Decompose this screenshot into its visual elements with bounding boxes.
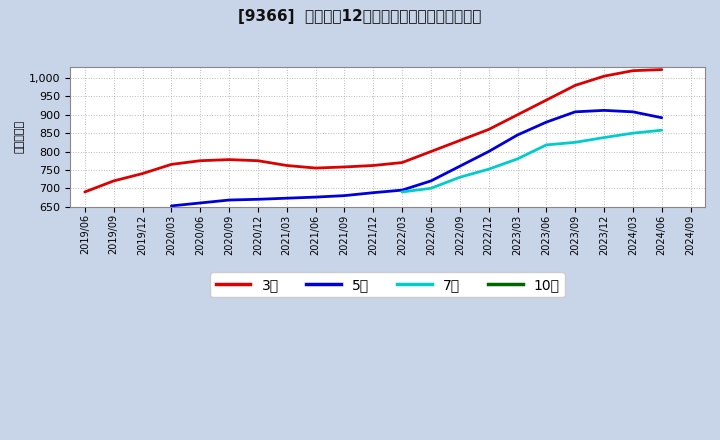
7年 xyxy=(600,135,608,140)
Legend: 3年, 5年, 7年, 10年: 3年, 5年, 7年, 10年 xyxy=(210,272,565,297)
7年 xyxy=(485,166,493,172)
5年 xyxy=(397,187,406,193)
7年 xyxy=(427,186,436,191)
3年 xyxy=(253,158,262,163)
5年 xyxy=(167,203,176,209)
3年 xyxy=(427,149,436,154)
5年 xyxy=(542,120,551,125)
5年 xyxy=(571,109,580,114)
7年 xyxy=(542,142,551,147)
Line: 7年: 7年 xyxy=(402,130,662,192)
7年 xyxy=(629,131,637,136)
5年 xyxy=(196,200,204,205)
7年 xyxy=(571,139,580,145)
3年 xyxy=(513,112,522,117)
5年 xyxy=(253,197,262,202)
3年 xyxy=(485,127,493,132)
7年 xyxy=(397,189,406,194)
3年 xyxy=(571,83,580,88)
3年 xyxy=(456,138,464,143)
3年 xyxy=(196,158,204,163)
Y-axis label: （百万円）: （百万円） xyxy=(15,120,25,154)
3年 xyxy=(369,163,377,168)
5年 xyxy=(657,115,666,121)
5年 xyxy=(456,164,464,169)
3年 xyxy=(138,171,147,176)
5年 xyxy=(629,109,637,114)
Line: 3年: 3年 xyxy=(85,70,662,192)
3年 xyxy=(282,163,291,168)
3年 xyxy=(600,73,608,79)
5年 xyxy=(340,193,348,198)
7年 xyxy=(456,175,464,180)
3年 xyxy=(340,164,348,169)
3年 xyxy=(629,68,637,73)
3年 xyxy=(657,67,666,72)
Text: [9366]  経常利益12か月移動合計の平均値の推移: [9366] 経常利益12か月移動合計の平均値の推移 xyxy=(238,9,482,24)
5年 xyxy=(513,132,522,138)
3年 xyxy=(109,178,118,183)
5年 xyxy=(282,195,291,201)
5年 xyxy=(225,198,233,203)
3年 xyxy=(81,189,89,194)
3年 xyxy=(542,97,551,103)
3年 xyxy=(311,165,320,171)
Line: 5年: 5年 xyxy=(171,110,662,206)
5年 xyxy=(369,190,377,195)
3年 xyxy=(225,157,233,162)
5年 xyxy=(600,108,608,113)
7年 xyxy=(657,128,666,133)
5年 xyxy=(485,149,493,154)
5年 xyxy=(311,194,320,200)
7年 xyxy=(513,156,522,161)
5年 xyxy=(427,178,436,183)
3年 xyxy=(397,160,406,165)
3年 xyxy=(167,162,176,167)
